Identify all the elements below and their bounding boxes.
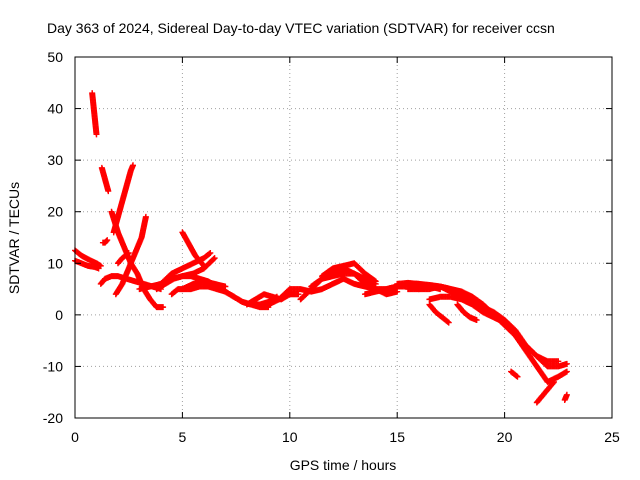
series-track-14: [157, 249, 214, 287]
data-point: [295, 291, 302, 298]
data-point: [129, 162, 136, 169]
data-point: [394, 288, 401, 295]
y-tick-label: 50: [47, 49, 63, 65]
series-track-30: [533, 378, 558, 406]
x-tick-label: 15: [389, 429, 405, 445]
series-track-10: [114, 249, 132, 267]
data-point: [124, 250, 131, 257]
data-point: [125, 249, 132, 256]
data-point: [550, 379, 557, 386]
y-tick-label: 40: [47, 101, 63, 117]
data-point: [555, 358, 562, 365]
series-track-2: [72, 257, 102, 272]
series-track-27: [426, 301, 452, 326]
data-point: [372, 278, 379, 285]
data-point: [206, 250, 213, 257]
y-axis-label: SDTVAR / TECUs: [6, 182, 22, 294]
y-tick-label: -10: [43, 358, 63, 374]
y-tick-label: 20: [47, 204, 63, 220]
y-tick-label: 30: [47, 152, 63, 168]
data-point: [142, 213, 149, 220]
x-tick-label: 25: [604, 429, 620, 445]
series-track-8: [108, 208, 167, 311]
y-tick-label: 10: [47, 255, 63, 271]
chart-title: Day 363 of 2024, Sidereal Day-to-day VTE…: [47, 20, 555, 36]
series-track-28: [454, 301, 480, 324]
data-point: [160, 304, 167, 311]
data-point: [222, 283, 229, 290]
data-point: [551, 378, 558, 385]
data-point: [104, 237, 111, 244]
series-track-25: [404, 283, 570, 370]
data-point: [211, 255, 218, 262]
data-point: [200, 262, 207, 269]
data-point: [200, 262, 207, 269]
series-track-21: [319, 260, 379, 285]
data-point: [103, 237, 110, 244]
data-point: [445, 319, 452, 326]
series-track-9: [112, 213, 149, 298]
data-point: [514, 373, 521, 380]
series-track-16: [179, 278, 229, 293]
x-tick-label: 0: [71, 429, 79, 445]
axis-ticks: 0 5 10 15 20 25 -20 -10 0 10 20 30 40 50: [43, 49, 620, 445]
y-tick-label: 0: [55, 307, 63, 323]
data-point: [513, 373, 520, 380]
grid: [75, 57, 612, 418]
series-track-5: [99, 237, 111, 246]
data-points: [72, 90, 570, 406]
data-point: [207, 249, 214, 256]
y-tick-label: -20: [43, 410, 63, 426]
data-point: [473, 317, 480, 324]
series-track-31: [561, 391, 570, 403]
data-point: [563, 360, 570, 367]
series-track-4: [98, 164, 112, 195]
data-point: [563, 368, 570, 375]
series-track-26: [426, 293, 570, 385]
series-track-15: [179, 229, 207, 269]
data-point: [563, 391, 570, 398]
series-track-3: [89, 90, 100, 138]
series-track-29: [508, 368, 521, 380]
x-tick-label: 5: [179, 429, 187, 445]
x-tick-label: 10: [282, 429, 298, 445]
data-point: [105, 188, 112, 195]
plot-frame: [74, 56, 613, 419]
data-point: [95, 265, 102, 272]
x-tick-label: 20: [497, 429, 513, 445]
data-point: [444, 318, 451, 325]
data-point: [210, 255, 217, 262]
data-point: [93, 131, 100, 138]
series-track-24: [394, 279, 562, 365]
x-axis-label: GPS time / hours: [290, 457, 397, 473]
